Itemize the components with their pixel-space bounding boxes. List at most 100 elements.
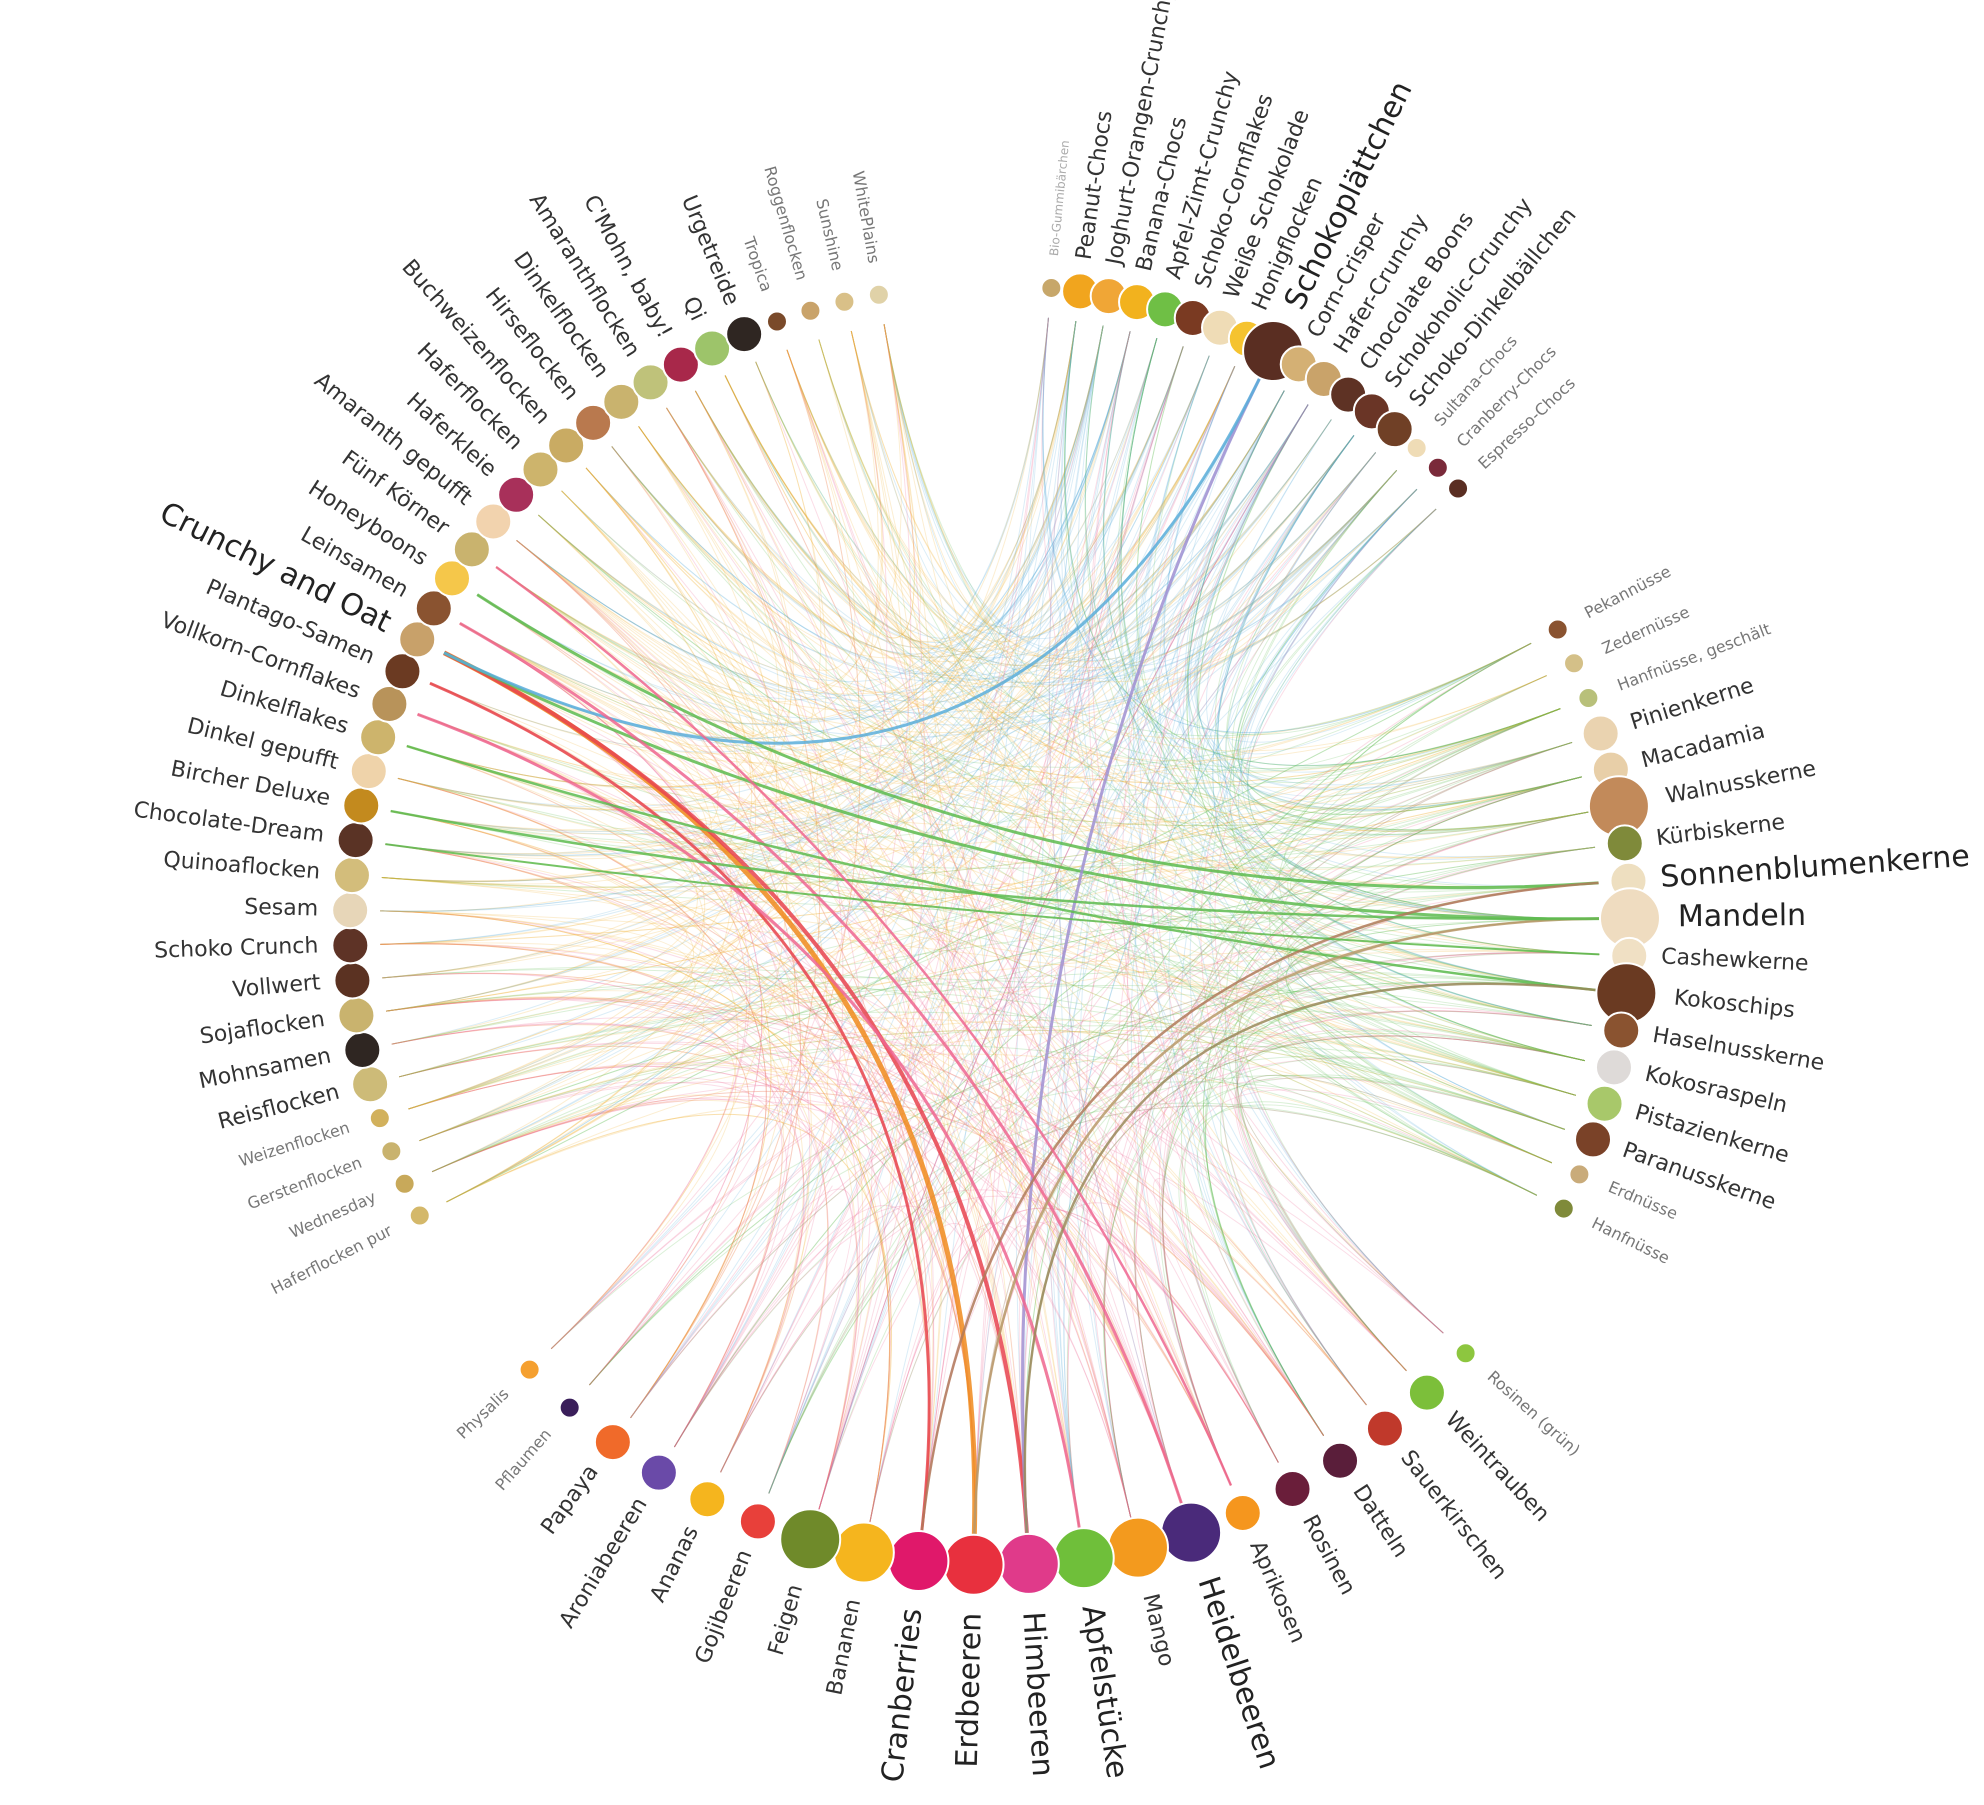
chord-link (585, 404, 1309, 682)
chord-link (638, 426, 934, 1532)
chord-link (495, 566, 1576, 1096)
chord-link (390, 488, 1418, 836)
node-chocolate-0: Bio-Gummibärchen (1040, 140, 1072, 299)
chord-link (850, 325, 1104, 628)
chord-link (1217, 435, 1600, 920)
chord-link (1196, 404, 1585, 1062)
ingredient-label: Walnusskerne (1664, 756, 1818, 809)
chord-link (1117, 338, 1532, 736)
chord-link (638, 346, 1184, 658)
chord-link (1240, 1074, 1552, 1334)
chord-link (694, 390, 1279, 1463)
chord-link (1060, 321, 1407, 1372)
chord-link (1042, 317, 1532, 734)
chord-link (408, 470, 1398, 1110)
chord-link (694, 390, 1582, 810)
ingredient-label: Mandeln (1678, 898, 1807, 934)
chord-link (443, 642, 1532, 788)
ingredient-icon (1052, 1527, 1115, 1590)
chord-link (768, 708, 1561, 1494)
chord-link (818, 339, 1184, 635)
chord-link (1064, 321, 1561, 767)
chord-link (883, 324, 1261, 640)
chord-link (724, 375, 1232, 1486)
chord-link (1180, 1089, 1552, 1463)
highlight-chord-link (920, 881, 1599, 1532)
chord-link (818, 339, 1597, 991)
chord-link (380, 776, 1582, 945)
chord-link (1158, 366, 1538, 1196)
chord-link (1106, 346, 1285, 648)
chord-link (419, 846, 1596, 1142)
ingredient-icon (942, 1533, 1005, 1596)
chord-link (720, 366, 1236, 1473)
chord-link (495, 390, 1285, 712)
chord-link (1118, 338, 1565, 1130)
chord-link (1285, 918, 1600, 1130)
chord-link (391, 1023, 829, 1494)
chord-link (724, 324, 915, 639)
chord-link (406, 745, 1538, 1196)
chord-link (443, 407, 788, 748)
chord-link (1212, 435, 1565, 1130)
chord-link (1156, 1180, 1325, 1436)
chord-link (561, 490, 1590, 836)
chord-link (446, 642, 1532, 1203)
chord-link (538, 514, 1028, 1534)
chord-link (1238, 488, 1590, 836)
chord-link (382, 966, 1565, 1130)
chord-link (380, 910, 693, 1110)
chord-link (538, 514, 1592, 1027)
ingredient-label: Himbeeren (1015, 1611, 1060, 1778)
chord-link (1189, 488, 1418, 1406)
chord-link (720, 452, 1377, 1473)
chord-link (459, 622, 1407, 1372)
chord-link (611, 446, 1547, 762)
chord-link (1133, 741, 1573, 1505)
ingredient-icon (1454, 1342, 1477, 1365)
chord-link (1023, 435, 1355, 1534)
ingredient-icon (558, 1396, 581, 1419)
chord-link (1237, 1087, 1538, 1334)
chord-link (673, 708, 1561, 1448)
chord-link (495, 514, 755, 735)
chord-link (476, 594, 1407, 1372)
chord-link (1232, 470, 1597, 991)
chord-link (786, 349, 1028, 1534)
chord-link (386, 346, 1184, 1012)
chord-link (666, 331, 1131, 650)
node-fruits-9: Himbeeren (997, 1532, 1060, 1778)
chord-link (386, 490, 740, 1012)
chord-link (516, 330, 884, 693)
chord-link (406, 745, 1576, 1096)
chord-link (386, 321, 1077, 1012)
chord-link (768, 404, 1309, 1494)
chord-link (446, 1113, 893, 1524)
chord-link (381, 811, 1590, 893)
chord-link (380, 346, 1184, 945)
chord-link (429, 682, 1576, 1096)
ingredient-icon (383, 652, 422, 691)
chord-link (397, 777, 1576, 1096)
chord-link (386, 331, 1131, 1012)
chord-link (1235, 811, 1590, 1372)
chord-link (1084, 390, 1285, 1519)
chord-link (1078, 366, 1236, 1519)
chord-link (1015, 321, 1077, 1534)
chord-link (1235, 1006, 1592, 1372)
chord-link (399, 1041, 1325, 1436)
ingredient-label: Physalis (453, 1384, 513, 1443)
chord-link (694, 390, 1132, 1519)
chord-link (459, 622, 1532, 780)
chord-link (1084, 325, 1585, 1062)
chord-link (724, 375, 1532, 740)
chord-link (476, 594, 1592, 1027)
ingredient-icon (725, 315, 764, 354)
chord-link (446, 566, 732, 1203)
chord-link (921, 346, 1184, 1532)
ingredient-label: Hanfnüsse (1589, 1213, 1673, 1267)
chord-link (638, 426, 1377, 683)
chord-link (666, 407, 1597, 991)
chord-link (585, 366, 1236, 675)
chord-link (399, 488, 1418, 1078)
